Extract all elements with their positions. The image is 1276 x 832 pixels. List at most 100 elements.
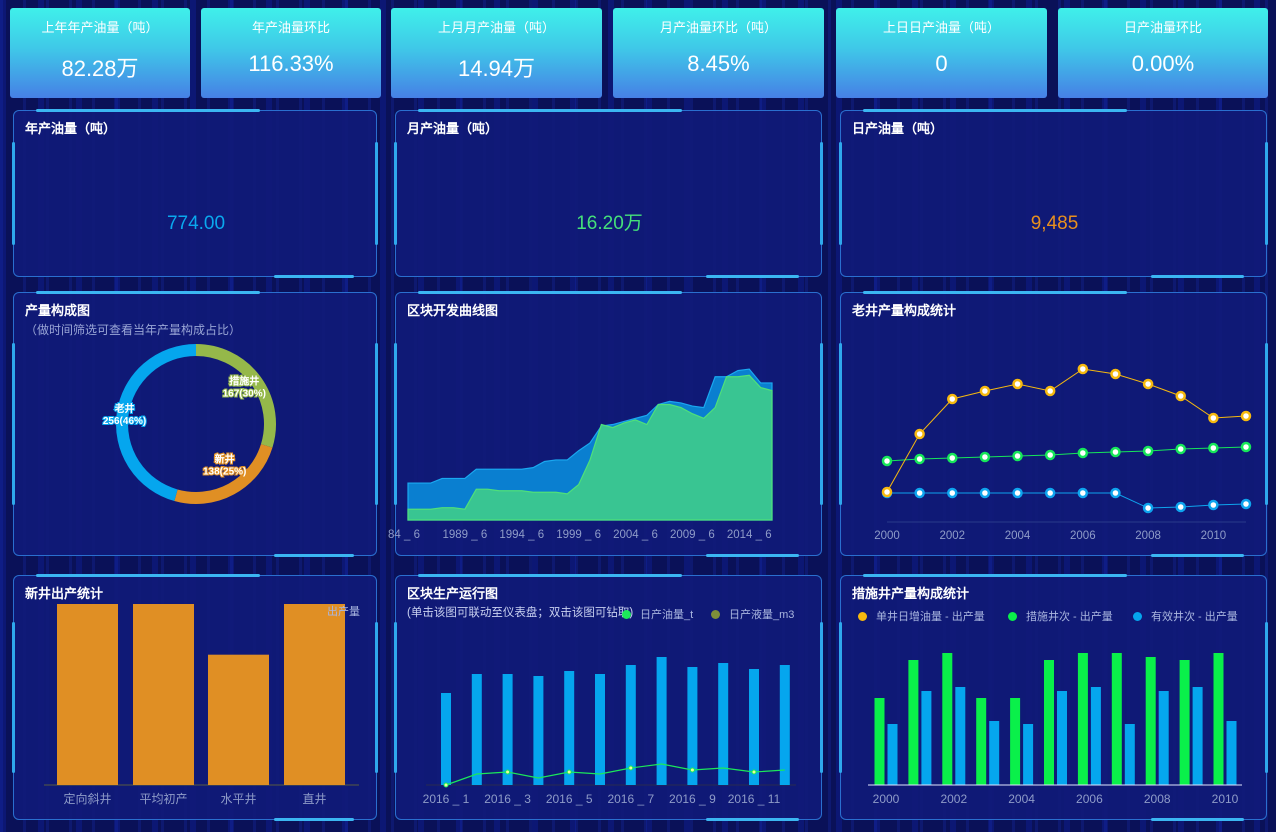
donut-label-name: 新井 [215,453,235,466]
panel-title: 日产油量（吨） [852,121,944,136]
kpi-card-monthly-ratio[interactable]: 月产油量环比（吨） 8.45% [613,8,824,98]
area-chart[interactable]: 84 _ 6 1989 _ 6 1994 _ 6 1999 _ 6 2004 _ 6 20… [388,293,823,557]
bar [1077,653,1088,785]
line-chart[interactable]: 2000 2002 2004 2006 2008 2010 [841,293,1268,557]
data-point [1208,412,1219,424]
gauge-yearly[interactable]: 774.00 [14,111,378,278]
data-point [914,453,925,465]
data-point [1012,487,1023,499]
donut-slice-2 [116,344,197,502]
line-series-2 [887,492,1247,509]
panel-title: 区块开发曲线图 [407,303,499,318]
kpi-card-last-year-output[interactable]: 上年年产油量（吨） 82.28万 [10,8,190,98]
panel-subtitle: (单击该图可联动至仪表盘；双击该图可钻取) [407,607,634,619]
panel-measures: 措施井产量构成统计 单井日增油量 - 出产量 措施井次 - 出产量 有效井次 -… [839,574,1268,821]
bar [1226,721,1237,785]
data-point [1110,368,1121,380]
gauge-value: 16.20万 [576,213,643,234]
gauge-monthly[interactable]: 16.20万 [396,111,823,278]
x-tick-label: 2016 _ 9 [669,792,716,806]
legend-label: 日产液量_m3 [729,609,795,621]
legend-dot-icon [858,612,867,621]
kpi-title: 年产油量环比 [251,20,330,35]
kpi-title: 上日日产油量（吨） [882,20,1000,35]
kpi-value: 82.28万 [61,56,139,81]
legend-dot-icon [711,610,720,619]
data-point [1044,385,1056,397]
data-point [1077,363,1089,375]
bar [1010,698,1021,785]
legend-dot-icon [1008,612,1017,621]
bar [749,669,759,785]
data-point [1077,447,1089,459]
data-point [881,455,893,467]
data-point [1142,445,1154,457]
gauge-daily[interactable]: 9,485 [841,111,1268,278]
legend-effective-count[interactable]: 有效井次 - 出产量 [1133,608,1238,624]
bar [1111,653,1122,785]
data-point [979,451,991,463]
legend-daily-liquid[interactable]: 日产液量_m3 [711,606,794,622]
bar [1213,653,1224,785]
line-series-1 [886,446,1247,462]
kpi-card-last-month-output[interactable]: 上月月产油量（吨） 14.94万 [391,8,602,98]
data-point [1142,502,1154,514]
kpi-card-last-day-output[interactable]: 上日日产油量（吨） 0 [836,8,1047,98]
legend-daily-oil[interactable]: 日产油量_t [622,606,693,622]
kpi-card-yearly-ratio[interactable]: 年产油量环比 116.33% [201,8,381,98]
measures-bar-chart[interactable]: 2000 2002 2004 2006 2008 2010 [841,576,1268,821]
data-point [505,769,511,775]
data-point [751,769,757,775]
x-tick-label: 2016 _ 3 [484,792,531,806]
data-point [566,769,572,775]
panel-title: 区块生产运行图 [407,586,499,601]
kpi-title: 日产油量环比 [1123,20,1202,35]
x-tick-label: 2014 _ 6 [727,529,772,541]
data-point [979,487,991,499]
x-tick-label: 直井 [302,792,326,806]
data-point [1077,487,1089,499]
data-point [1175,501,1186,513]
data-point [1208,499,1219,511]
run-chart[interactable]: 2016 _ 1 2016 _ 3 2016 _ 5 2016 _ 7 2016 _ 9… [396,576,823,821]
x-tick-label: 1989 _ 6 [442,529,487,541]
x-tick-label: 84 _ 6 [388,529,420,541]
panel-block-curve: 区块开发曲线图 84 _ 6 1989 _ 6 1994 _ 6 1999 _ 6 20… [388,291,823,557]
legend-dot-icon [622,610,631,619]
legend-single-well[interactable]: 单井日增油量 - 出产量 [858,608,985,624]
data-point [628,765,634,771]
bar [656,657,667,785]
panel-daily-output-gauge: 日产油量（吨） 9,485 [839,109,1268,278]
data-point [914,487,925,499]
bar [57,604,118,785]
bar [921,691,932,785]
bar [976,698,987,785]
new-wells-bar-chart[interactable]: 定向斜井 平均初产 水平井 直井 [14,576,378,821]
x-tick-label: 2002 [939,530,965,542]
x-tick-label: 平均初产 [139,792,187,806]
legend-label: 日产油量_t [640,609,694,621]
panel-subtitle: （做时间筛选可查看当年产量构成占比） [25,323,242,337]
data-point [1110,446,1121,458]
legend-output[interactable]: 出产量 [327,606,360,618]
kpi-title: 上年年产油量（吨） [41,20,159,35]
line-series-0 [886,368,1247,493]
bar [1145,657,1156,785]
x-tick-label: 2016 _ 11 [728,792,781,806]
x-tick-label: 2006 [1076,792,1103,806]
kpi-value: 0.00% [1131,51,1195,76]
x-tick-label: 2008 [1135,530,1161,542]
donut-label-value: 138(25%) [203,467,246,478]
legend-measure-count[interactable]: 措施井次 - 出产量 [1008,608,1113,624]
bar [1023,724,1034,785]
bar [955,687,966,785]
donut-label-value: 167(30%) [223,388,266,399]
kpi-card-daily-ratio[interactable]: 日产油量环比 0.00% [1058,8,1268,98]
x-tick-label: 2008 [1144,792,1171,806]
data-point [1012,378,1023,390]
line-series-daily-oil [445,763,785,786]
panel-title: 老井产量构成统计 [852,303,957,318]
bar [564,671,575,785]
x-tick-label: 2004 _ 6 [613,529,658,541]
